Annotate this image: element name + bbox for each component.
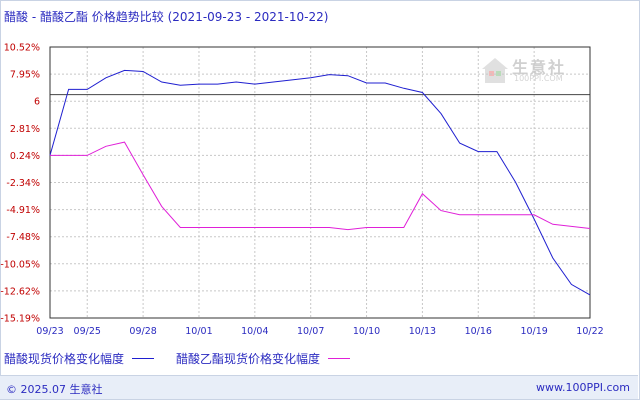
- y-tick-label: 2.81%: [10, 124, 40, 135]
- y-tick-labels: 10.52% 7.95% 6 2.81% 0.24% -2.34% -4.91% -7.48%…: [0, 43, 40, 325]
- title-date-range: (2021-09-23 - 2021-10-22): [167, 10, 329, 24]
- footer-copyright: © 2025.07 生意社: [6, 383, 103, 396]
- x-tick-label: 09/23: [36, 326, 63, 337]
- legend: 醋酸现货价格变化幅度 醋酸乙酯现货价格变化幅度: [4, 349, 372, 367]
- legend-item-ethyl-acetate: 醋酸乙酯现货价格变化幅度: [176, 350, 351, 367]
- y-tick-label: 0.24%: [10, 151, 40, 162]
- series-line-1: [49, 69, 591, 296]
- y-tick-label: 6: [34, 97, 40, 108]
- legend-swatch-acetic-acid: [132, 357, 155, 359]
- legend-swatch-ethyl-acetate: [328, 357, 351, 359]
- legend-item-acetic-acid: 醋酸现货价格变化幅度: [4, 350, 155, 367]
- y-tick-label: -10.05%: [0, 259, 40, 270]
- y-tick-label: -2.34%: [6, 178, 40, 189]
- x-tick-label: 10/19: [520, 326, 547, 337]
- x-tick-label: 10/10: [353, 326, 380, 337]
- x-tick-labels: 09/23 09/25 09/28 10/01 10/04 10/07 10/10 10/13…: [36, 326, 603, 337]
- y-tick-label: -4.91%: [6, 205, 40, 216]
- y-tick-label: 10.52%: [4, 43, 40, 54]
- y-tick-label: -15.19%: [0, 314, 40, 325]
- x-tick-label: 10/04: [241, 326, 268, 337]
- y-tick-label: -12.62%: [0, 286, 40, 297]
- x-tick-label: 10/01: [185, 326, 212, 337]
- watermark-brand: 生意社: [512, 58, 567, 77]
- watermark: 生意社 100PPI.COM: [480, 52, 580, 92]
- footer: © 2025.07 生意社 www.100PPI.com: [0, 375, 638, 399]
- title-text: 醋酸 - 醋酸乙酯 价格趋势比较: [4, 10, 164, 24]
- axes: [49, 46, 591, 319]
- house-logo-icon: [482, 58, 508, 83]
- plot-border: [49, 46, 591, 319]
- x-tick-label: 10/16: [465, 326, 492, 337]
- chart-title: 醋酸 - 醋酸乙酯 价格趋势比较 (2021-09-23 - 2021-10-2…: [4, 8, 328, 25]
- legend-label-acetic-acid: 醋酸现货价格变化幅度: [4, 351, 125, 366]
- footer-url[interactable]: www.100PPI.com: [536, 381, 630, 394]
- y-tick-label: 7.95%: [10, 70, 40, 81]
- x-tick-label: 10/07: [297, 326, 324, 337]
- series-line-2: [50, 141, 591, 231]
- x-tick-label: 09/28: [129, 326, 156, 337]
- x-tick-label: 10/22: [576, 326, 603, 337]
- y-tick-label: -7.48%: [6, 232, 40, 243]
- x-tick-label: 10/13: [409, 326, 436, 337]
- grid-lines: [50, 47, 590, 318]
- legend-label-ethyl-acetate: 醋酸乙酯现货价格变化幅度: [176, 351, 321, 366]
- watermark-url: 100PPI.COM: [514, 74, 563, 83]
- x-tick-label: 09/25: [74, 326, 101, 337]
- series-lines: [49, 69, 591, 296]
